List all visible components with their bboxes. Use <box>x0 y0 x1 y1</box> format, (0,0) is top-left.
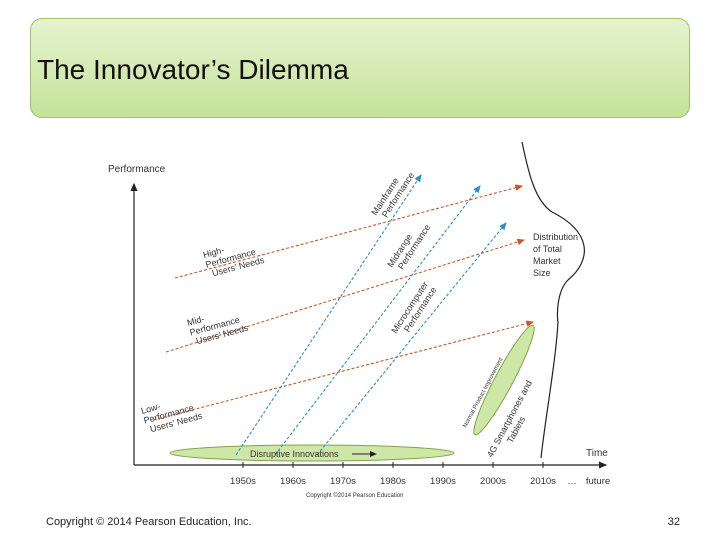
distribution-label: Distribution of Total Market Size <box>533 232 578 278</box>
distribution-line-1: Distribution <box>533 232 578 242</box>
midrange-performance-arrow <box>274 185 481 456</box>
x-tick-marks <box>242 462 544 468</box>
x-tick-label-2000s: 2000s <box>480 476 506 487</box>
low-needs-line-1: Low- <box>140 401 161 416</box>
title-banner: The Innovator’s Dilemma <box>30 18 690 118</box>
distribution-line-2: of Total <box>533 244 562 254</box>
mid-needs-line-1: Mid- <box>186 314 205 328</box>
disruptive-innovations-ellipse <box>169 444 455 462</box>
low-performance-needs-label: Low- Performance Users’ Needs <box>140 401 204 434</box>
x-tick-label-1980s: 1980s <box>380 476 406 487</box>
users-needs-arrows <box>152 184 535 421</box>
copyright-footer: Copyright © 2014 Pearson Education, Inc. <box>46 516 252 528</box>
mainframe-performance-arrow <box>235 174 422 456</box>
disruptive-innovations-label: Disruptive Innovations <box>250 449 339 459</box>
microcomputer-performance-label: Microcomputer Performance <box>389 280 438 335</box>
technology-trajectories <box>235 174 507 456</box>
y-axis-label: Performance <box>108 164 166 175</box>
distribution-line-3: Market <box>533 256 561 266</box>
high-performance-needs-label: High- Performance Users’ Needs <box>202 245 266 279</box>
x-tick-label-future: future <box>586 476 610 487</box>
x-axis-label: Time <box>586 448 608 459</box>
market-distribution-curve <box>521 141 585 459</box>
x-tick-labels: 1950s 1960s 1970s 1980s 1990s 2000s 2010… <box>230 476 610 487</box>
x-tick-label-ellipsis: … <box>567 476 577 487</box>
x-tick-label-1960s: 1960s <box>280 476 306 487</box>
x-tick-label-2010s: 2010s <box>530 476 556 487</box>
x-tick-label-1950s: 1950s <box>230 476 256 487</box>
image-credit: Copyright ©2014 Pearson Education <box>306 492 403 499</box>
x-tick-label-1990s: 1990s <box>430 476 456 487</box>
distribution-line-4: Size <box>533 268 551 278</box>
page-number: 32 <box>667 516 680 528</box>
slide-title: The Innovator’s Dilemma <box>37 54 349 85</box>
mid-performance-needs-label: Mid- Performance Users’ Needs <box>186 314 250 346</box>
mid-performance-needs-arrow <box>165 238 526 353</box>
low-performance-needs-arrow <box>152 320 535 421</box>
midrange-performance-label: Midrange Performance <box>385 223 432 272</box>
x-tick-label-1970s: 1970s <box>330 476 356 487</box>
mainframe-performance-label: Mainframe Performance <box>369 171 416 220</box>
